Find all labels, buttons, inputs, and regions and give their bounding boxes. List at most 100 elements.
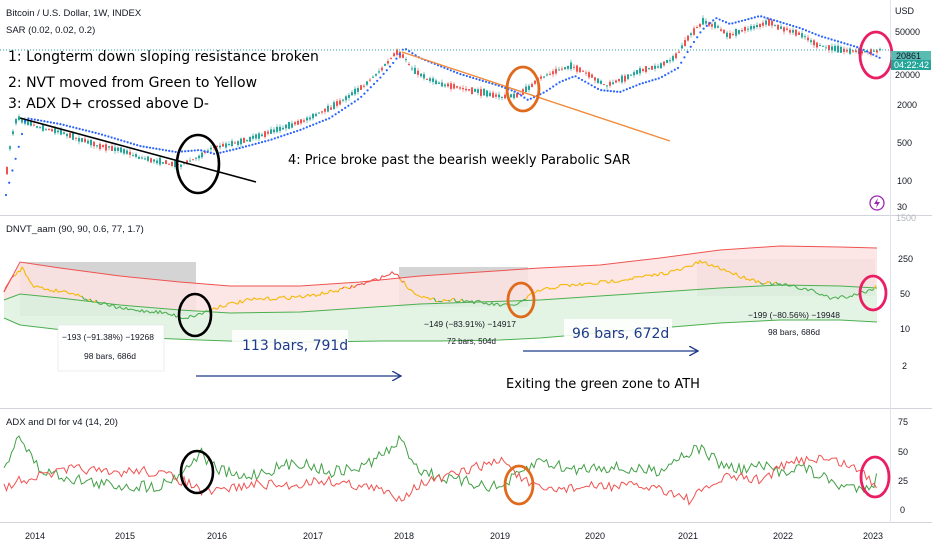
- candle-body: [171, 161, 173, 166]
- candle-body: [138, 156, 140, 159]
- candle-body: [231, 140, 233, 147]
- nvt-segment: [673, 268, 677, 272]
- sar-dot: [632, 85, 635, 88]
- time-axis[interactable]: 2014 2015 2016 2017 2018 2019 2020 2021 2022 2023: [25, 531, 883, 541]
- nvt-segment: [837, 296, 841, 300]
- sar-dot: [465, 74, 468, 78]
- candle-body: [426, 78, 428, 80]
- sar-dot: [680, 61, 683, 64]
- nvt-segment: [133, 309, 137, 312]
- sar-dot: [292, 130, 296, 134]
- candle-body: [783, 27, 785, 32]
- time-axis-label: 2022: [773, 531, 793, 541]
- adx-panel[interactable]: ADX and DI for v4 (14, 20) 75 50 25 0: [3, 417, 908, 515]
- candle-body: [585, 72, 587, 74]
- candle-body: [9, 146, 11, 149]
- candle-body: [321, 111, 323, 113]
- nvt-segment: [527, 293, 531, 297]
- nvt-segment: [849, 295, 853, 298]
- sar-dot: [798, 26, 801, 29]
- nvt-segment: [821, 293, 825, 297]
- candle-body: [621, 75, 623, 83]
- candle-body: [318, 112, 320, 114]
- sar-dot: [667, 72, 670, 75]
- sar-dot: [206, 150, 209, 154]
- nvt-segment: [669, 269, 673, 272]
- nvt-segment: [95, 299, 99, 304]
- nvt-segment: [381, 275, 385, 278]
- sar-dot: [571, 75, 574, 79]
- candle-body: [636, 70, 638, 75]
- candle-body: [528, 85, 530, 90]
- sar-dot: [580, 78, 584, 82]
- candle-body: [387, 61, 389, 64]
- nvt-segment: [867, 288, 871, 291]
- sar-dot: [158, 148, 161, 151]
- nvt-segment: [641, 275, 645, 278]
- nvt-segment: [333, 290, 337, 293]
- nvt-segment: [551, 287, 555, 290]
- candle-body: [471, 87, 473, 95]
- sar-dot: [116, 138, 120, 141]
- candle-body: [732, 33, 734, 35]
- sar-dot: [228, 149, 232, 152]
- candle-body: [762, 22, 764, 26]
- sar-dot: [785, 22, 788, 26]
- candle-body: [675, 53, 677, 59]
- candle-body: [210, 147, 212, 150]
- down-sloping-resistance-line[interactable]: [19, 117, 257, 183]
- nvt-segment: [9, 276, 13, 281]
- sar-dot: [241, 146, 244, 149]
- sar-dot: [852, 45, 856, 48]
- candle-body: [654, 65, 656, 69]
- candle-body: [693, 28, 695, 35]
- candle-body: [186, 160, 188, 164]
- sar-dot: [843, 42, 846, 45]
- candle-body: [486, 90, 488, 97]
- sar-dot: [337, 111, 340, 114]
- nvt-panel[interactable]: −193 (−91.38%) −19268 98 bars, 686d −149…: [3, 213, 916, 392]
- candle-body: [75, 137, 77, 139]
- candle-body: [552, 71, 554, 75]
- candle-body: [159, 157, 161, 165]
- sar-dot: [385, 69, 388, 72]
- sar-dot: [270, 138, 273, 141]
- sar-dot: [136, 144, 139, 147]
- nvt-segment: [469, 300, 473, 303]
- sar-dot: [625, 88, 628, 91]
- measure-1-bars: 98 bars, 686d: [84, 351, 136, 361]
- sar-dot: [232, 148, 235, 151]
- sar-dot: [763, 16, 766, 19]
- candle-body: [54, 128, 56, 134]
- sar-dot: [184, 150, 187, 153]
- bars-label-2: 96 bars, 672d: [572, 326, 669, 342]
- candle-body: [156, 160, 158, 164]
- nvt-segment: [453, 298, 457, 303]
- sar-dot: [452, 70, 456, 73]
- nvt-segment: [193, 315, 197, 318]
- nvt-segment: [187, 314, 191, 319]
- nvt-segment: [33, 285, 37, 288]
- candle-body: [672, 56, 674, 61]
- nvt-segment: [415, 294, 419, 296]
- nvt-segment: [65, 290, 69, 294]
- nvt-segment: [789, 285, 793, 287]
- nvt-segment: [573, 284, 577, 287]
- price-panel[interactable]: Bitcoin / U.S. Dollar, 1W, INDEX SAR (0.…: [0, 6, 931, 212]
- sar-dot: [776, 20, 779, 23]
- candle-body: [459, 87, 461, 89]
- candle-body: [660, 63, 662, 69]
- orange-resistance-line[interactable]: [401, 51, 671, 142]
- sar-dot: [379, 76, 382, 79]
- sar-dot: [712, 19, 715, 22]
- time-axis-label: 2018: [394, 531, 414, 541]
- nvt-segment: [517, 301, 521, 305]
- sar-dot: [305, 126, 308, 129]
- candle-body: [510, 94, 512, 98]
- nvt-segment: [269, 299, 273, 302]
- sar-dot: [161, 148, 164, 151]
- nvt-segment: [457, 300, 461, 303]
- candle-body: [69, 133, 71, 138]
- nvt-segment: [309, 294, 313, 297]
- candle-body: [870, 49, 872, 55]
